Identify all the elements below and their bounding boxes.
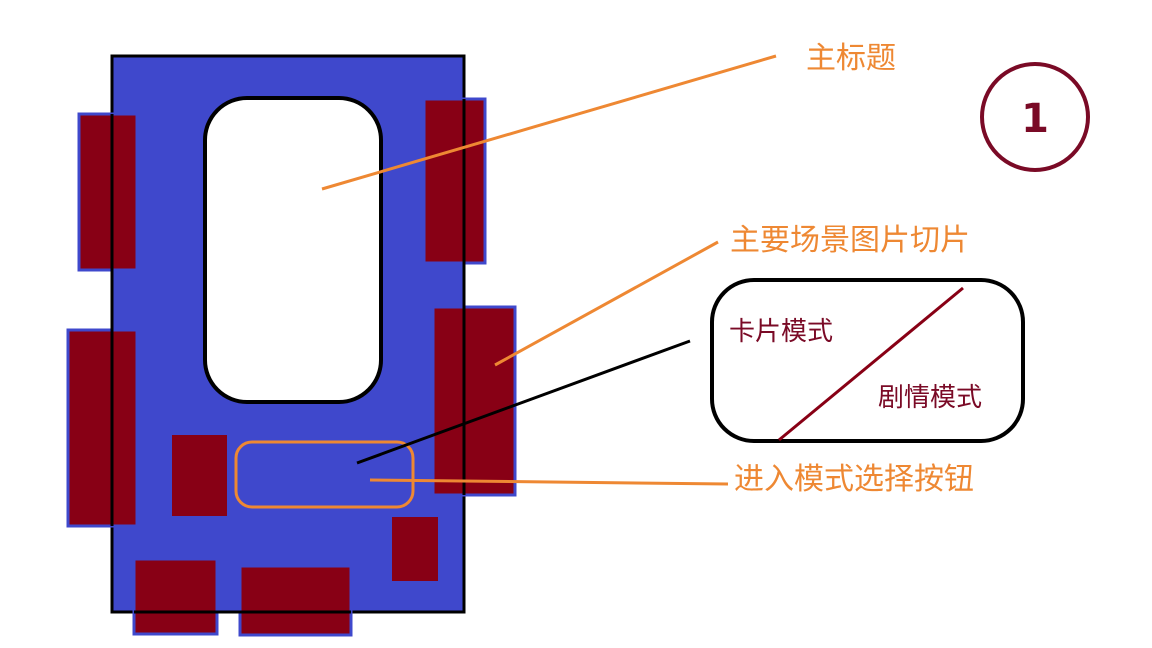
- scene-slice-left-bottom: [66, 328, 139, 528]
- mode-popup: [710, 278, 1025, 443]
- leader-mode-popup: [356, 339, 691, 465]
- leader-scene-slices: [494, 240, 719, 367]
- scene-slice-left-top: [77, 112, 139, 272]
- scene-slice-right-top: [422, 97, 487, 265]
- scene-slice-lower-right: [392, 517, 438, 581]
- leader-main-title: [321, 54, 777, 191]
- step-badge: [980, 62, 1090, 172]
- scene-slices-annotation: 主要场景图片切片: [730, 223, 970, 258]
- scene-slice-center-left: [172, 435, 227, 516]
- leader-mode-button: [369, 478, 729, 486]
- story-mode-label: 剧情模式: [878, 383, 982, 413]
- title-window: [203, 96, 383, 404]
- main-title-annotation: 主标题: [806, 41, 896, 76]
- scene-slice-bottom-left: [132, 557, 219, 636]
- mode-popup-divider: [778, 286, 964, 442]
- scene-slice-right-middle: [431, 305, 517, 497]
- card-mode-label: 卡片模式: [729, 317, 833, 347]
- mode-select-button: [234, 440, 415, 509]
- scene-slice-bottom-center: [238, 564, 353, 637]
- mode-button-annotation: 进入模式选择按钮: [734, 462, 974, 497]
- step-badge-number: 1: [1021, 96, 1049, 142]
